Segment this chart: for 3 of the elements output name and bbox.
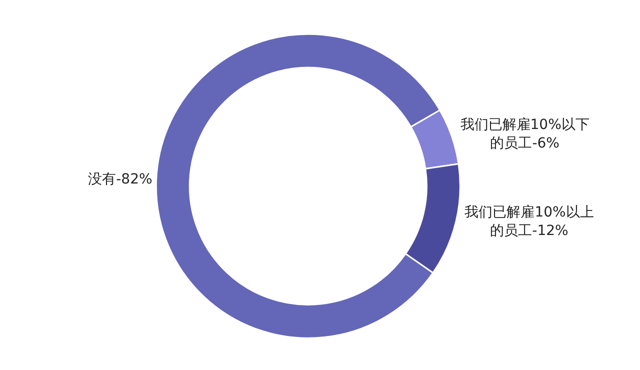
slice-label: 我们已解雇10%以下的员工-6% — [460, 117, 590, 152]
slice-label: 没有-82% — [88, 172, 152, 188]
slice-label: 我们已解雇10%以上的员工-12% — [464, 204, 594, 239]
